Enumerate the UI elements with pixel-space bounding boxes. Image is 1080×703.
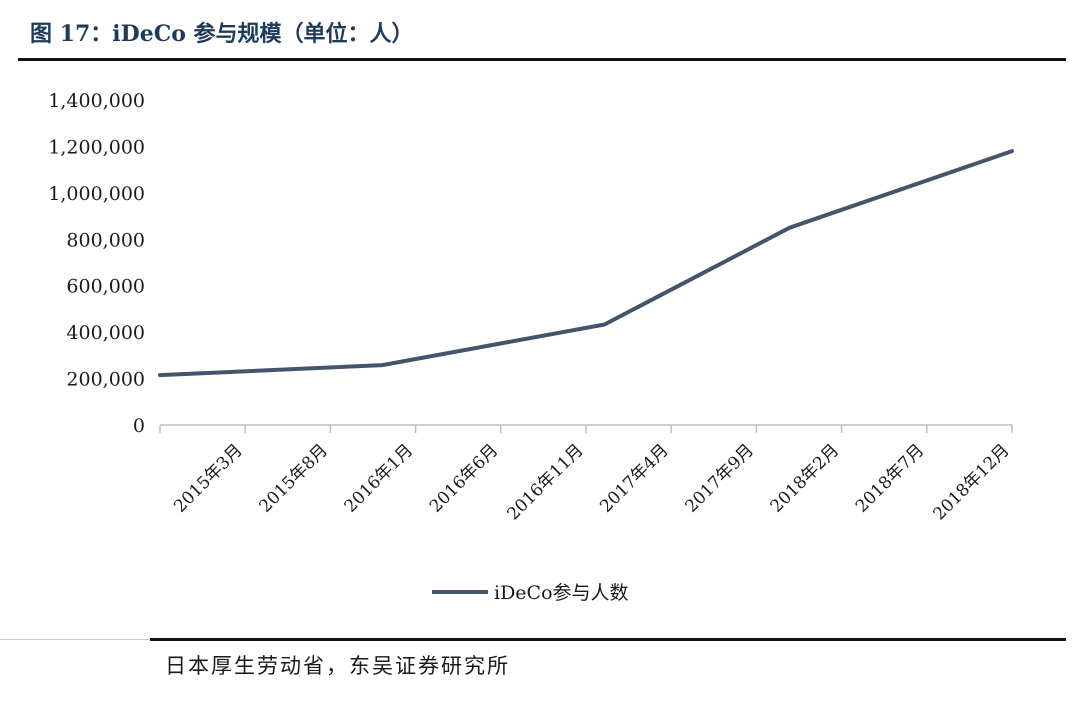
y-tick-label: 400,000 xyxy=(66,322,145,344)
x-tick-label: 2016年6月 xyxy=(426,440,502,516)
x-tick-label: 2018年7月 xyxy=(852,440,928,516)
legend-label: iDeCo参与人数 xyxy=(494,582,629,604)
x-tick-label: 2017年9月 xyxy=(682,440,758,516)
y-tick-label: 1,000,000 xyxy=(48,183,145,205)
x-tick-label: 2015年3月 xyxy=(170,440,246,516)
top-divider xyxy=(18,58,1066,61)
x-tick-label: 2018年12月 xyxy=(929,440,1013,524)
x-tick-label: 2018年2月 xyxy=(767,440,843,516)
x-tick-label: 2016年1月 xyxy=(341,440,417,516)
source-note: 日本厚生劳动省，东吴证券研究所 xyxy=(165,654,510,678)
y-tick-label: 600,000 xyxy=(66,276,145,298)
y-tick-label: 0 xyxy=(133,415,145,437)
x-axis: 2015年3月 2015年8月 2016年1月 2016年6月 2016年11月 2017… xyxy=(159,424,1014,524)
y-tick-label: 1,200,000 xyxy=(48,136,145,158)
x-tick-label: 2017年4月 xyxy=(596,440,672,516)
y-axis: 0 200,000 400,000 600,000 800,000 1,000,000 1,… xyxy=(48,90,145,437)
legend: iDeCo参与人数 xyxy=(432,582,629,604)
series-layer xyxy=(158,149,1014,378)
x-tick-label: 2016年11月 xyxy=(503,440,587,524)
y-tick-label: 1,400,000 xyxy=(48,90,145,112)
y-tick-label: 800,000 xyxy=(66,229,145,251)
y-tick-label: 200,000 xyxy=(66,369,145,391)
chart-title: 图 17：iDeCo 参与规模（单位：人） xyxy=(30,21,414,47)
bottom-divider-fade xyxy=(0,639,150,640)
x-tick-label: 2015年8月 xyxy=(256,440,332,516)
series-line xyxy=(158,149,1014,378)
bottom-divider xyxy=(150,638,1066,641)
